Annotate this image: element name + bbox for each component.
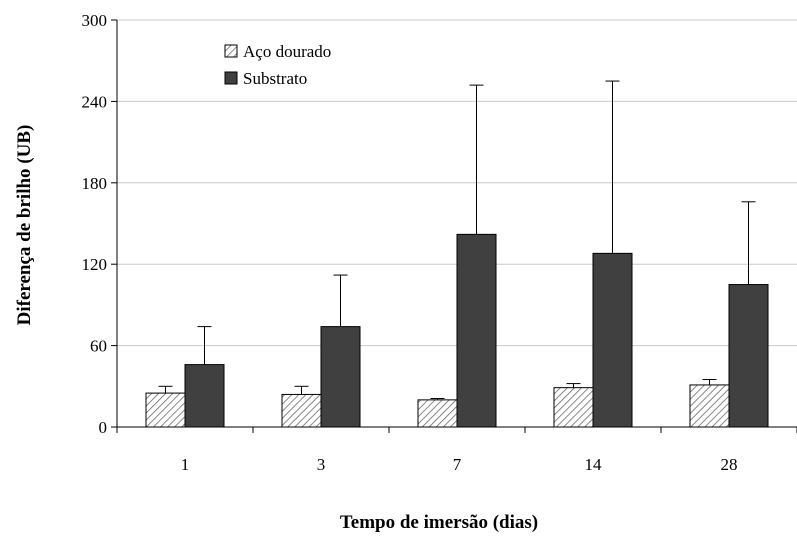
y-tick-label-300: 300	[82, 11, 108, 30]
legend-swatch-substrato	[224, 71, 238, 85]
legend-label-aco-dourado: Aço dourado	[243, 42, 331, 61]
y-tick-label-240: 240	[82, 92, 108, 111]
y-tick-label-0: 0	[99, 418, 108, 437]
x-tick-label-28: 28	[721, 455, 738, 474]
bar-a-o-dourado-28	[689, 384, 730, 428]
bar-a-o-dourado-3	[281, 393, 322, 428]
bar-substrato-1	[184, 364, 225, 428]
legend-label-substrato: Substrato	[243, 69, 307, 88]
bar-a-o-dourado-1	[145, 392, 186, 428]
bar-substrato-3	[320, 326, 361, 428]
y-axis-title: Diferença de brilho (UB)	[14, 125, 35, 326]
x-tick-label-7: 7	[453, 455, 462, 474]
y-tick-label-60: 60	[90, 337, 107, 356]
x-tick-label-1: 1	[181, 455, 190, 474]
bar-a-o-dourado-14	[553, 387, 594, 428]
legend: Aço dourado Substrato	[224, 42, 331, 88]
y-tick-label-120: 120	[82, 255, 108, 274]
legend-swatch-aco-dourado	[224, 44, 238, 58]
bar-substrato-14	[592, 252, 633, 428]
y-tick-label-180: 180	[82, 174, 108, 193]
bar-substrato-28	[728, 284, 769, 428]
bars	[145, 80, 769, 428]
x-axis-title: Tempo de imersão (dias)	[340, 512, 538, 533]
gridlines	[117, 19, 797, 347]
bar-substrato-7	[456, 233, 497, 428]
tick-labels: 0 60 120 180 240 300 1 3 7 14 28	[82, 11, 738, 474]
x-tick-label-3: 3	[317, 455, 326, 474]
bar-a-o-dourado-7	[417, 399, 458, 428]
x-tick-label-14: 14	[585, 455, 603, 474]
